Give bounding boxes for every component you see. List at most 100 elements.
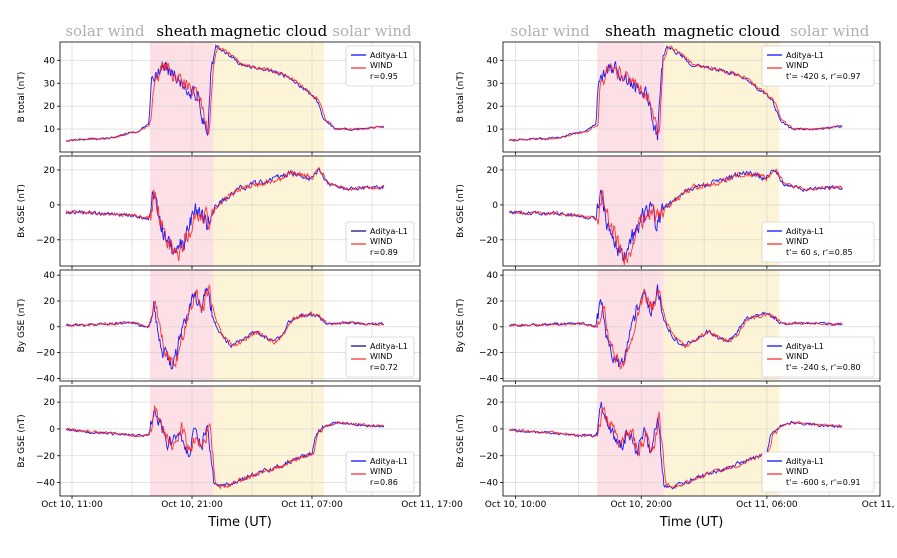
panel-frame	[59, 155, 421, 267]
panel-frame	[59, 385, 421, 497]
x-tick-label-1: Oct 10, 20:00	[610, 500, 672, 510]
y-tick-label-0: −40	[36, 374, 55, 384]
legend-aditya-label: Aditya-L1	[786, 457, 824, 466]
legend-box	[761, 336, 875, 378]
y-tick-label-4: 40	[487, 271, 499, 281]
y-tick-label-1: −20	[479, 349, 498, 359]
y-tick-label-0: −40	[479, 479, 498, 489]
sheath-region	[150, 156, 214, 266]
x-tick-label-0: Oct 10, 11:00	[41, 500, 103, 510]
legend-box	[345, 336, 415, 378]
sheath-region	[150, 270, 214, 381]
y-tick-label-3: 40	[487, 56, 499, 66]
region-label-3: solar wind	[332, 22, 412, 40]
legend-wind-label: WIND	[370, 237, 392, 246]
y-tick-label-2: 0	[492, 323, 498, 333]
region-label-2: magnetic cloud	[663, 22, 780, 40]
y-tick-label-0: −40	[36, 479, 55, 489]
legend-stat: t'= 60 s, r'=0.85	[786, 248, 853, 257]
legend-wind-label: WIND	[786, 352, 808, 361]
legend-box	[761, 45, 875, 87]
region-label-1: sheath	[605, 22, 656, 40]
legend-stat: r=0.95	[370, 72, 398, 81]
legend-stat: r=0.89	[370, 248, 398, 257]
region-label-0: solar wind	[510, 22, 590, 40]
legend-box	[345, 221, 415, 263]
panel-frame	[502, 269, 881, 382]
legend-stat: t'= -420 s, r'=0.97	[786, 72, 861, 81]
series-wind	[65, 46, 384, 142]
magnetic-cloud-region	[213, 270, 324, 381]
x-axis-label: Time (UT)	[659, 515, 724, 530]
legend-wind-label: WIND	[786, 467, 808, 476]
y-tick-label-1: 20	[44, 102, 56, 112]
y-tick-label-1: −20	[36, 349, 55, 359]
legend-stat: r=0.86	[370, 478, 398, 487]
series-wind	[508, 406, 843, 489]
y-tick-label-1: −20	[479, 452, 498, 462]
x-tick-label-3: Oct 11, 17:00	[401, 500, 463, 510]
legend-box	[761, 451, 875, 493]
legend-aditya-label: Aditya-L1	[370, 457, 408, 466]
y-axis-label: B total (nT)	[456, 72, 466, 123]
panel-frame	[502, 41, 881, 153]
sheath-region	[597, 386, 664, 496]
legend-aditya-label: Aditya-L1	[370, 51, 408, 60]
sheath-region	[597, 270, 664, 381]
y-axis-label: Bx GSE (nT)	[456, 184, 466, 238]
y-tick-label-2: 20	[44, 166, 56, 176]
y-tick-label-2: 0	[492, 425, 498, 435]
y-tick-label-2: 30	[487, 79, 499, 89]
x-tick-label-0: Oct 10, 10:00	[485, 500, 547, 510]
magnetic-cloud-region	[213, 386, 324, 496]
chart-left: solar wind sheath magnetic cloud solar wind…	[17, 22, 463, 530]
magnetic-cloud-region	[213, 156, 324, 266]
y-axis-label: By GSE (nT)	[17, 299, 27, 353]
y-tick-label-3: 20	[487, 398, 499, 408]
x-tick-label-2: Oct 11, 07:00	[281, 500, 343, 510]
legend-aditya-label: Aditya-L1	[786, 342, 824, 351]
region-label-0: solar wind	[65, 22, 145, 40]
y-tick-label-3: 20	[487, 297, 499, 307]
y-axis-label: Bx GSE (nT)	[17, 184, 27, 238]
y-axis-label: B total (nT)	[17, 72, 27, 123]
y-tick-label-1: 20	[487, 102, 499, 112]
y-tick-label-2: 30	[44, 79, 56, 89]
series-wind	[66, 404, 385, 490]
y-tick-label-0: 10	[487, 125, 499, 135]
y-tick-label-4: 40	[44, 271, 56, 281]
sheath-region	[597, 42, 664, 152]
y-tick-label-2: 20	[487, 166, 499, 176]
x-axis-label: Time (UT)	[207, 515, 272, 530]
y-tick-label-1: −20	[36, 452, 55, 462]
legend-aditya-label: Aditya-L1	[370, 342, 408, 351]
panel-frame	[502, 155, 881, 267]
legend-box	[761, 221, 875, 263]
y-tick-label-1: 0	[49, 201, 55, 211]
x-tick-label-1: Oct 10, 21:00	[161, 500, 223, 510]
x-tick-label-2: Oct 11, 06:00	[736, 500, 798, 510]
series-wind	[65, 166, 385, 262]
y-tick-label-0: 10	[44, 125, 56, 135]
region-label-2: magnetic cloud	[210, 22, 327, 40]
legend-wind-label: WIND	[786, 237, 808, 246]
legend-wind-label: WIND	[786, 61, 808, 70]
magnetic-cloud-region	[663, 386, 780, 496]
magnetic-cloud-region	[663, 270, 780, 381]
legend-wind-label: WIND	[370, 467, 392, 476]
y-tick-label-1: 0	[492, 201, 498, 211]
sheath-region	[150, 42, 214, 152]
y-tick-label-3: 20	[44, 398, 56, 408]
legend-wind-label: WIND	[370, 352, 392, 361]
